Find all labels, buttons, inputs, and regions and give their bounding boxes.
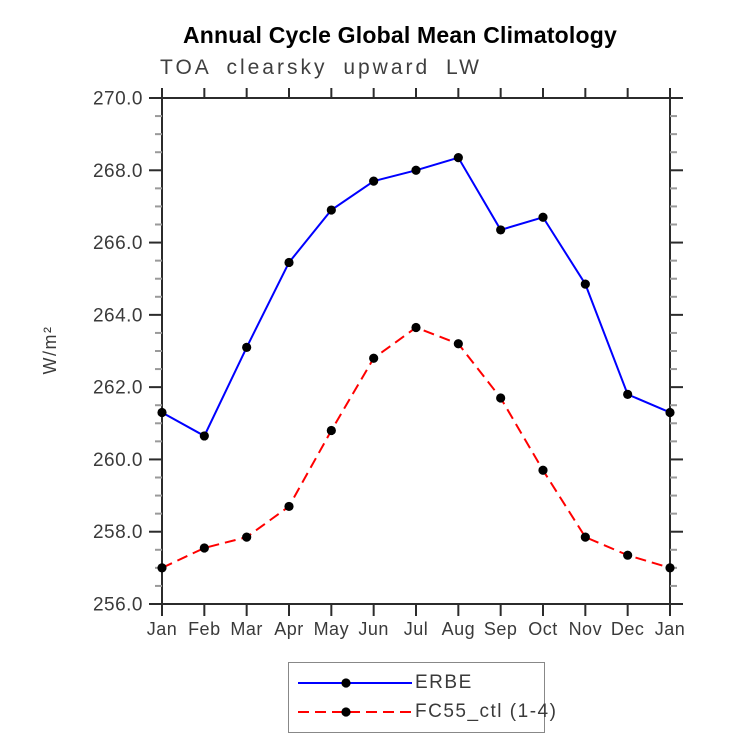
legend-item-erbe: ERBE xyxy=(296,671,540,695)
data-point-marker xyxy=(242,342,252,352)
x-tick-label: Aug xyxy=(442,619,476,639)
legend-label-fc55-ctl: FC55_ctl (1-4) xyxy=(415,701,558,723)
y-tick-label: 260.0 xyxy=(93,450,143,471)
y-tick-label: 256.0 xyxy=(93,595,143,616)
data-point-marker xyxy=(199,431,209,441)
data-point-marker xyxy=(242,532,252,542)
x-tick-label: Apr xyxy=(274,619,304,639)
series-fc55_ctl-1-4 xyxy=(157,322,675,573)
data-point-marker xyxy=(284,257,294,268)
data-point-marker xyxy=(538,465,548,475)
series-erbe xyxy=(157,153,675,441)
x-tick-label: Feb xyxy=(188,619,221,639)
chart-title: Annual Cycle Global Mean Climatology xyxy=(182,22,618,48)
y-minor-ticks xyxy=(155,115,677,587)
data-point-marker xyxy=(623,550,633,560)
y-major-ticks xyxy=(149,97,683,605)
y-tick-label: 262.0 xyxy=(93,378,143,399)
data-point-marker xyxy=(157,563,167,573)
y-tick-label: 258.0 xyxy=(93,522,143,543)
data-point-marker xyxy=(369,353,379,363)
data-point-marker xyxy=(369,176,379,186)
y-axis-title: W/m² xyxy=(40,325,60,375)
y-tick-label: 266.0 xyxy=(93,233,143,254)
data-point-marker xyxy=(411,322,421,333)
data-point-marker xyxy=(665,563,675,573)
x-tick-label: Dec xyxy=(611,619,645,639)
data-point-marker xyxy=(284,501,294,512)
data-point-marker xyxy=(496,393,506,403)
data-point-marker xyxy=(665,407,675,418)
data-point-marker xyxy=(453,153,463,163)
data-point-marker xyxy=(326,205,336,215)
x-tick-label: Jan xyxy=(655,619,686,639)
fc55-ctl-line-sample-icon xyxy=(298,707,412,717)
x-tick-label: Jun xyxy=(358,619,389,639)
y-tick-label: 268.0 xyxy=(93,161,143,182)
data-point-marker xyxy=(496,225,506,235)
x-tick-label: Sep xyxy=(484,619,518,639)
data-point-marker xyxy=(199,543,209,553)
data-point-marker xyxy=(538,212,548,222)
data-point-marker xyxy=(623,389,633,399)
y-tick-label: 264.0 xyxy=(93,305,143,326)
x-tick-label: Jul xyxy=(404,619,429,639)
x-tick-label: Nov xyxy=(569,619,603,639)
data-point-marker xyxy=(453,339,463,349)
y-tick-label: 270.0 xyxy=(93,89,143,110)
data-point-marker xyxy=(580,279,590,289)
month-labels: Jan Feb Mar Apr May Jun Jul Aug Sep Oct Nov Dec Jan xyxy=(147,619,686,639)
x-tick-label: May xyxy=(314,619,350,639)
data-point-marker xyxy=(411,165,421,175)
x-tick-label: Mar xyxy=(230,619,263,639)
legend: ERBE FC55_ctl (1-4) xyxy=(288,662,556,733)
x-tick-label: Jan xyxy=(147,619,178,639)
y-tick-labels: 256.0 258.0 260.0 262.0 264.0 266.0 268.0 270.0 xyxy=(93,89,143,616)
erbe-line-sample-icon xyxy=(298,678,412,688)
data-point-marker xyxy=(580,532,590,542)
x-tick-label: Oct xyxy=(528,619,558,639)
legend-label-erbe: ERBE xyxy=(415,671,473,693)
legend-item-fc55-ctl: FC55_ctl (1-4) xyxy=(296,700,556,724)
chart-subtitle: TOA clearsky upward LW xyxy=(160,56,482,79)
month-ticks xyxy=(161,88,671,616)
data-point-marker xyxy=(326,425,336,436)
data-point-marker xyxy=(157,407,167,418)
